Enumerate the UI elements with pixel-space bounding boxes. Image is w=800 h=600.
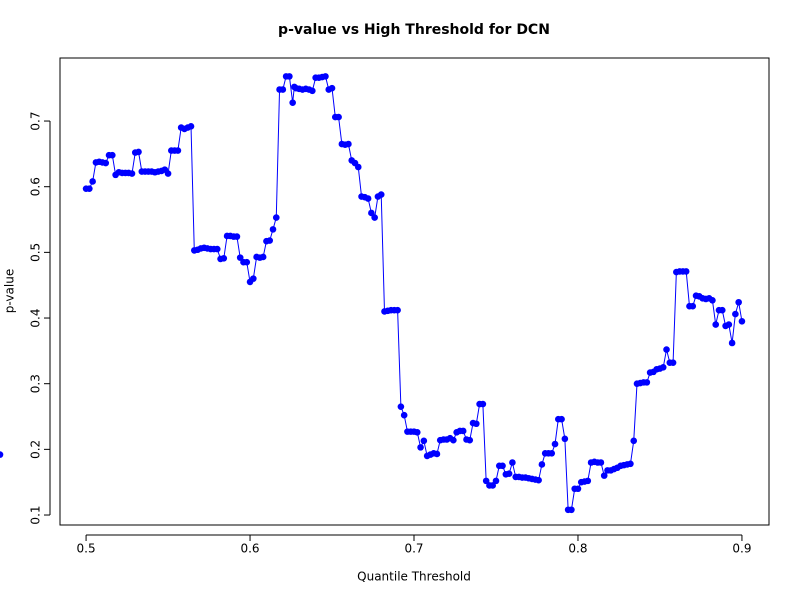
data-point [328,84,336,92]
x-tick-label: 0.5 [77,542,96,556]
data-point [492,477,500,485]
data-point [505,470,513,477]
x-tick-label: 0.7 [404,542,423,556]
data-point [213,245,221,253]
data-point [266,237,274,244]
data-point [597,459,605,466]
data-point [371,214,378,221]
data-point [682,268,690,275]
data-point [551,440,559,448]
data-point [630,437,638,445]
data-point [600,472,608,479]
y-tick-label: 0.2 [29,440,43,459]
data-point [400,411,408,419]
data-point [368,209,375,217]
y-tick-label: 0.7 [29,111,43,130]
data-point [89,178,96,185]
x-tick-label: 0.8 [568,542,587,556]
data-point [164,170,172,177]
data-point [397,403,405,410]
data-point [259,253,267,261]
data-point [738,318,746,325]
data-point [272,214,280,221]
data-point [269,226,277,233]
y-tick-label: 0.4 [29,308,43,327]
data-point [0,451,4,458]
data-point [548,449,556,457]
data-point [712,321,720,328]
y-tick-label: 0.3 [29,374,43,393]
data-point [584,477,592,485]
data-point [420,437,428,445]
data-point [489,482,497,489]
data-point [243,258,251,266]
data-point [450,436,457,444]
data-point [102,159,110,167]
data-point [233,233,241,240]
y-tick-label: 0.5 [29,243,43,262]
data-point [220,254,228,262]
data-point [538,461,546,468]
data-point [109,151,116,159]
data-point [345,140,352,148]
y-tick-label: 0.1 [29,505,43,524]
y-tick-label: 0.6 [29,177,43,196]
data-point [417,444,424,451]
data-point [473,420,480,428]
data-point [128,170,136,177]
data-point [725,321,733,328]
data-point [135,148,142,156]
data-point [335,113,342,121]
data-point [561,435,569,443]
data-point [187,122,195,130]
data-point [535,476,542,484]
data-point [509,459,516,466]
y-axis-label: p-value [3,269,17,313]
data-point [732,310,739,318]
data-point [377,191,385,198]
data-point [466,436,474,444]
data-point [689,302,697,310]
data-point [728,339,736,347]
data-point [643,379,651,386]
data-point [663,346,670,353]
data-point [354,163,362,171]
data-point [236,254,244,261]
data-point [250,275,257,282]
data-point [499,462,506,470]
data-point [309,87,316,95]
data-point [364,195,372,202]
data-point [482,477,490,485]
data-point [413,428,421,436]
data-point [558,415,565,423]
data-point [627,460,634,468]
data-point [574,485,582,493]
data-point [279,86,287,93]
data-point [322,73,329,80]
data-point [174,147,182,154]
x-tick-label: 0.9 [732,542,751,556]
data-point [394,306,401,314]
plot-frame [59,57,770,526]
x-tick-label: 0.6 [240,542,259,556]
data-point [433,450,441,458]
data-point [718,306,726,314]
data-point [86,185,93,192]
data-point [479,400,487,408]
data-point [286,73,293,80]
data-point [659,363,667,371]
data-point [669,359,677,366]
chart-title: p-value vs High Threshold for DCN [278,22,550,38]
series-line [86,75,743,511]
x-axis-label: Quantile Threshold [357,570,471,584]
data-point [459,427,467,435]
data-point [735,298,742,306]
data-point [709,296,716,304]
data-point [289,99,296,106]
data-point [568,506,575,514]
